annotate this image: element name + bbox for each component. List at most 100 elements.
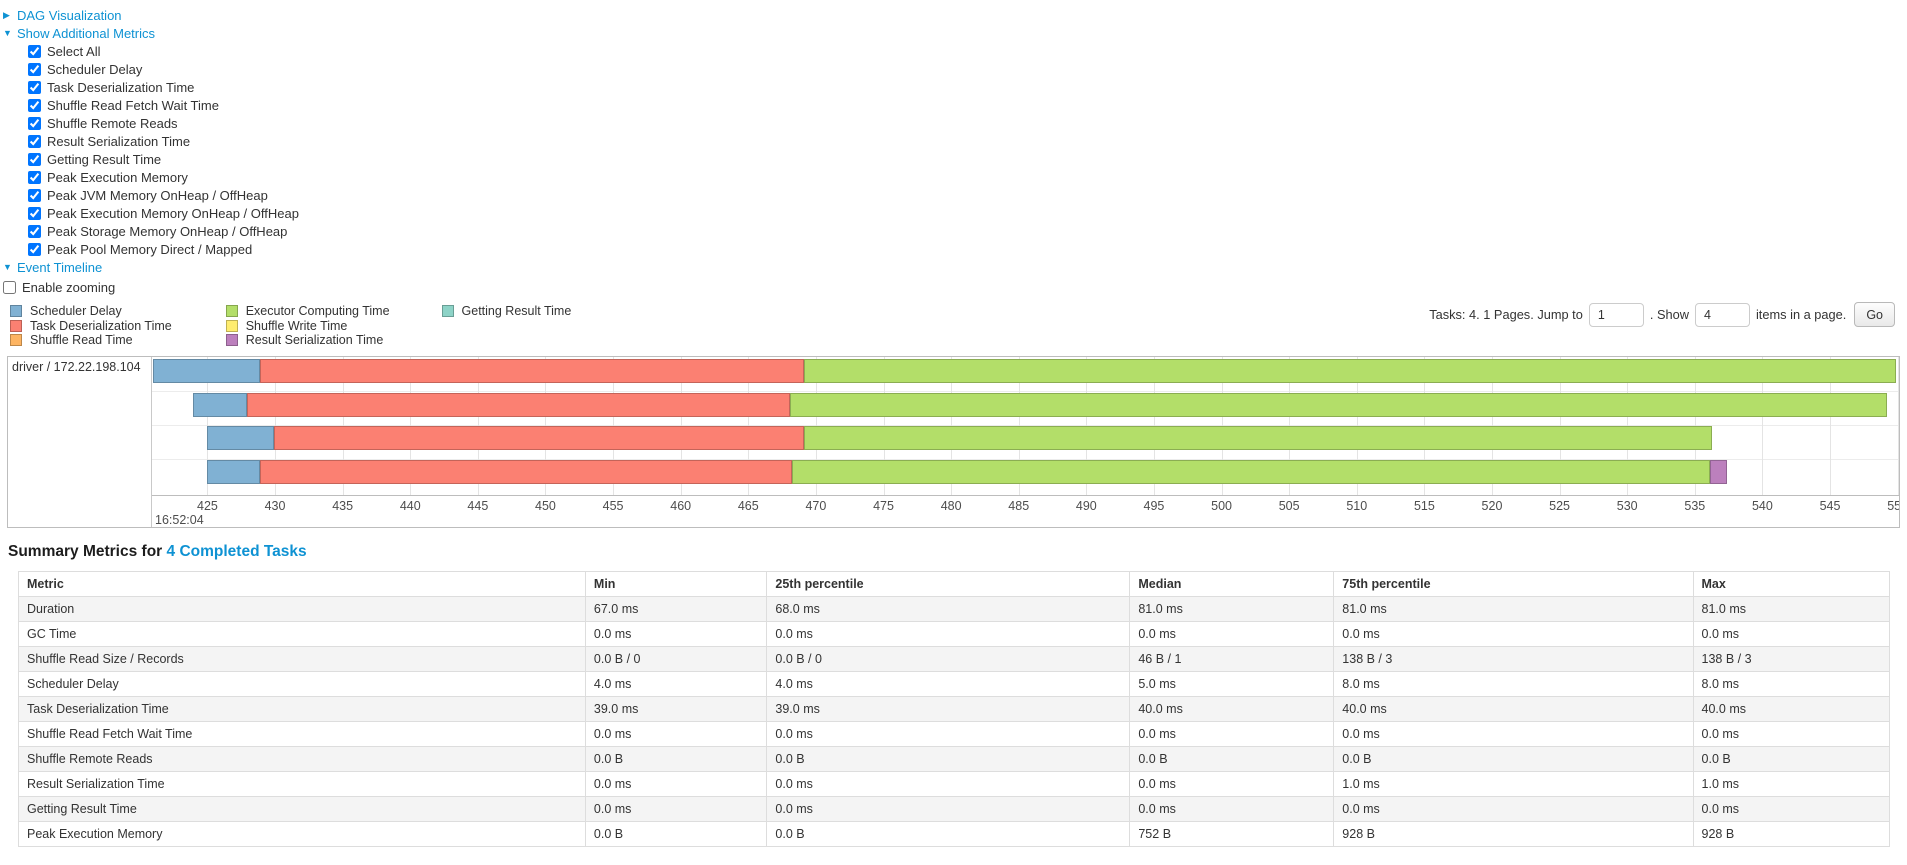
table-row: GC Time 0.0 ms 0.0 ms 0.0 ms 0.0 ms 0.0 ms bbox=[18, 621, 1891, 647]
table-cell: 0.0 ms bbox=[1129, 721, 1335, 747]
legend-entry: Executor Computing Time bbox=[225, 304, 390, 319]
table-cell: 0.0 B / 0 bbox=[584, 646, 768, 672]
timeline-tick-label: 545 bbox=[1819, 499, 1841, 513]
legend-label: Scheduler Delay bbox=[30, 304, 122, 319]
table-header-cell: 25th percentile bbox=[766, 571, 1131, 597]
metric-checkbox-label: Peak JVM Memory OnHeap / OffHeap bbox=[47, 187, 268, 203]
table-cell: 0.0 ms bbox=[1333, 621, 1694, 647]
metric-checkbox-label: Peak Execution Memory OnHeap / OffHeap bbox=[47, 205, 299, 221]
legend-entry: Result Serialization Time bbox=[225, 333, 390, 348]
table-cell: 4.0 ms bbox=[584, 671, 768, 697]
timeline-tick-label: 510 bbox=[1346, 499, 1368, 513]
table-cell: 46 B / 1 bbox=[1129, 646, 1335, 672]
table-cell: 0.0 ms bbox=[1333, 796, 1694, 822]
table-cell: Shuffle Remote Reads bbox=[18, 746, 586, 772]
table-header-cell: Max bbox=[1692, 571, 1891, 597]
timeline-task-bar-segment[interactable] bbox=[207, 426, 274, 451]
metric-checkbox[interactable] bbox=[28, 224, 41, 238]
timeline-tick-label: 480 bbox=[940, 499, 962, 513]
table-cell: 0.0 ms bbox=[766, 796, 1131, 822]
enable-zooming-checkbox[interactable] bbox=[3, 280, 16, 294]
table-cell: 40.0 ms bbox=[1129, 696, 1335, 722]
timeline-tick-label: 550 bbox=[1887, 499, 1899, 513]
table-cell: 928 B bbox=[1692, 821, 1891, 847]
table-cell: 0.0 B bbox=[766, 821, 1131, 847]
table-cell: 0.0 ms bbox=[1129, 771, 1335, 797]
timeline-task-bar-segment[interactable] bbox=[260, 359, 804, 383]
timeline-header: Scheduler Delay Task Deserialization Time… bbox=[0, 300, 1907, 356]
metric-checkbox[interactable] bbox=[28, 116, 41, 130]
table-cell: 40.0 ms bbox=[1333, 696, 1694, 722]
metric-checkbox[interactable] bbox=[28, 206, 41, 220]
metric-checkbox[interactable] bbox=[28, 188, 41, 202]
timeline-gridline bbox=[1086, 357, 1088, 495]
table-cell: 0.0 ms bbox=[584, 771, 768, 797]
table-cell: 138 B / 3 bbox=[1692, 646, 1891, 672]
metric-checkbox-label: Shuffle Read Fetch Wait Time bbox=[47, 97, 219, 113]
legend-swatch bbox=[10, 305, 22, 318]
table-body: Duration 67.0 ms 68.0 ms 81.0 ms 81.0 ms 81.0… bbox=[18, 596, 1891, 847]
metric-checkbox[interactable] bbox=[28, 80, 41, 94]
timeline-gridline bbox=[207, 357, 209, 495]
table-cell: 5.0 ms bbox=[1129, 671, 1335, 697]
timeline-task-bar-segment[interactable] bbox=[790, 392, 1887, 417]
timeline-tick-label: 435 bbox=[332, 499, 354, 513]
metric-checkbox-label: Peak Storage Memory OnHeap / OffHeap bbox=[47, 223, 288, 239]
timeline-task-bar-segment[interactable] bbox=[192, 392, 247, 417]
table-cell: Scheduler Delay bbox=[18, 671, 586, 697]
additional-metrics-list: Select All Scheduler Delay Task Deserializ… bbox=[3, 42, 1907, 258]
metric-checkbox[interactable] bbox=[28, 134, 41, 148]
metric-checkbox[interactable] bbox=[28, 170, 41, 184]
timeline-tick-label: 485 bbox=[1008, 499, 1030, 513]
go-button[interactable]: Go bbox=[1854, 302, 1895, 327]
jump-to-page-input[interactable] bbox=[1588, 302, 1644, 327]
timeline-tick-label: 525 bbox=[1549, 499, 1571, 513]
tasks-pagination: Tasks: 4. 1 Pages. Jump to . Show items … bbox=[1429, 302, 1895, 327]
timeline-tick-label: 505 bbox=[1278, 499, 1300, 513]
timeline-task-bar-segment[interactable] bbox=[273, 426, 804, 451]
metric-checkbox[interactable] bbox=[28, 242, 41, 256]
items-per-page-input[interactable] bbox=[1694, 302, 1750, 327]
timeline-gridline bbox=[613, 357, 615, 495]
table-row: Shuffle Remote Reads 0.0 B 0.0 B 0.0 B 0.0 B… bbox=[18, 746, 1891, 772]
table-cell: 67.0 ms bbox=[584, 596, 768, 622]
table-cell: 8.0 ms bbox=[1333, 671, 1694, 697]
table-cell: 8.0 ms bbox=[1692, 671, 1891, 697]
table-cell: GC Time bbox=[18, 621, 586, 647]
timeline-task-bar-segment[interactable] bbox=[803, 359, 1897, 383]
table-row: Getting Result Time 0.0 ms 0.0 ms 0.0 ms 0.0… bbox=[18, 796, 1891, 822]
metric-checkbox[interactable] bbox=[28, 98, 41, 112]
timeline-tick-label: 445 bbox=[467, 499, 489, 513]
metric-checkbox-label: Shuffle Remote Reads bbox=[47, 115, 178, 131]
show-additional-metrics-toggle[interactable]: ▼ Show Additional Metrics bbox=[3, 24, 1907, 42]
metric-item: Peak JVM Memory OnHeap / OffHeap bbox=[28, 186, 1907, 204]
timeline-task-bar-segment[interactable] bbox=[260, 459, 792, 484]
metric-checkbox-label: Peak Execution Memory bbox=[47, 169, 188, 185]
completed-tasks-link[interactable]: 4 Completed Tasks bbox=[166, 543, 307, 560]
event-timeline-toggle[interactable]: ▼ Event Timeline bbox=[3, 258, 1907, 276]
timeline-tick-label: 540 bbox=[1751, 499, 1773, 513]
timeline-gridline bbox=[748, 357, 750, 495]
table-header-cell: Metric bbox=[18, 571, 586, 597]
metric-checkbox[interactable] bbox=[28, 62, 41, 76]
timeline-task-bar-segment[interactable] bbox=[153, 359, 261, 383]
timeline-task-bar-segment[interactable] bbox=[803, 426, 1713, 451]
timeline-task-bar-segment[interactable] bbox=[1709, 459, 1728, 484]
metric-checkbox-label: Result Serialization Time bbox=[47, 133, 191, 149]
event-timeline-label: Event Timeline bbox=[17, 259, 103, 275]
dag-visualization-toggle[interactable]: ▶ DAG Visualization bbox=[3, 6, 1907, 24]
timeline-tick-label: 450 bbox=[535, 499, 556, 513]
metric-item: Select All bbox=[28, 42, 1907, 60]
table-row: Task Deserialization Time 39.0 ms 39.0 ms 4… bbox=[18, 696, 1891, 722]
table-cell: 0.0 ms bbox=[766, 721, 1131, 747]
timeline-gridline bbox=[1627, 357, 1629, 495]
table-cell: Result Serialization Time bbox=[18, 771, 586, 797]
timeline-gridline bbox=[680, 357, 682, 495]
timeline-task-bar-segment[interactable] bbox=[207, 459, 261, 484]
metric-checkbox[interactable] bbox=[28, 152, 41, 166]
table-cell: 4.0 ms bbox=[766, 671, 1131, 697]
timeline-task-bar-segment[interactable] bbox=[246, 392, 791, 417]
timeline-task-bar-segment[interactable] bbox=[791, 459, 1710, 484]
table-cell: Shuffle Read Fetch Wait Time bbox=[18, 721, 586, 747]
metric-checkbox[interactable] bbox=[28, 44, 41, 58]
